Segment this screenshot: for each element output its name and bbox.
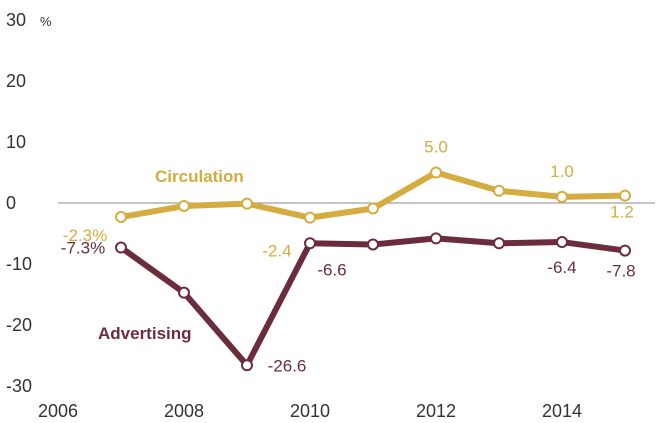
data-labels: -2.3% -2.4 5.0 1.0 1.2 -7.3% -26.6 -6.6 -6.4 -7.8 [61, 138, 636, 376]
x-axis-ticks: 2006 2008 2010 2012 2014 [38, 401, 582, 421]
point-advertising [493, 237, 505, 250]
series-name-circulation: Circulation [155, 167, 244, 186]
point-circulation [493, 184, 505, 197]
x-tick-label: 2006 [38, 401, 78, 421]
point-advertising [115, 241, 127, 254]
point-advertising [241, 359, 253, 372]
point-advertising [178, 286, 190, 299]
y-tick-label: 30 [6, 10, 26, 30]
y-tick-label: -30 [6, 376, 32, 396]
point-advertising [430, 232, 442, 245]
data-label-advertising: -7.8 [606, 262, 635, 281]
point-circulation [556, 190, 568, 203]
point-advertising [556, 236, 568, 249]
data-label-circulation: 1.2 [610, 203, 634, 222]
data-label-circulation: -2.3% [63, 226, 107, 245]
point-circulation [367, 202, 379, 215]
point-advertising [619, 244, 631, 257]
data-label-advertising: -7.3% [61, 239, 105, 258]
y-tick-label: -20 [6, 315, 32, 335]
data-label-advertising: -26.6 [268, 356, 307, 375]
y-tick-label: 0 [6, 193, 16, 213]
point-circulation [619, 189, 631, 202]
point-circulation [178, 200, 190, 213]
x-tick-label: 2014 [542, 401, 582, 421]
data-label-advertising: -6.4 [547, 258, 576, 277]
series-name-advertising: Advertising [98, 324, 192, 343]
data-label-circulation: 5.0 [424, 138, 448, 157]
point-circulation [430, 166, 442, 179]
x-tick-label: 2008 [164, 401, 204, 421]
x-tick-label: 2012 [416, 401, 456, 421]
point-circulation [241, 197, 253, 210]
x-tick-label: 2010 [290, 401, 330, 421]
data-label-advertising: -6.6 [317, 260, 346, 279]
point-advertising [304, 237, 316, 250]
data-label-circulation: -2.4 [262, 242, 291, 261]
y-axis-unit: % [40, 14, 52, 29]
data-label-circulation: 1.0 [550, 162, 574, 181]
point-circulation [115, 211, 127, 224]
series-layer [115, 166, 631, 372]
point-circulation [304, 211, 316, 224]
y-tick-label: 20 [6, 71, 26, 91]
y-tick-label: -10 [6, 254, 32, 274]
point-advertising [367, 238, 379, 251]
y-tick-label: 10 [6, 132, 26, 152]
y-axis-ticks: 30 20 10 0 -10 -20 -30 [6, 10, 32, 396]
